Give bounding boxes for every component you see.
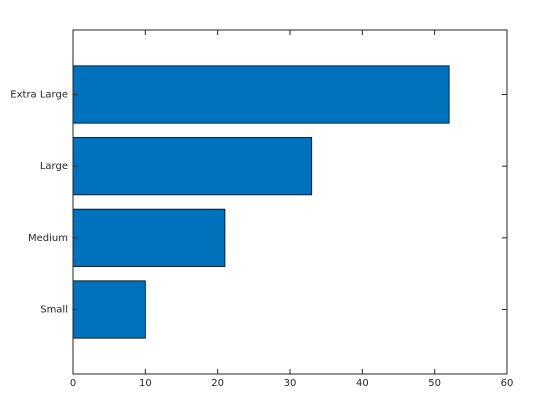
x-tick-label: 20 — [211, 378, 224, 389]
x-tick-label: 30 — [284, 378, 297, 389]
y-tick-label: Large — [40, 161, 68, 172]
y-tick-label: Small — [40, 305, 68, 316]
bar — [72, 208, 226, 267]
x-tick-label: 50 — [428, 378, 441, 389]
y-tick-label: Medium — [28, 233, 68, 244]
bar — [72, 65, 450, 124]
x-tick-label: 0 — [70, 378, 76, 389]
axes-box — [72, 29, 508, 375]
bar — [72, 280, 146, 339]
y-tick-label: Extra Large — [10, 90, 68, 101]
x-tick-label: 10 — [139, 378, 152, 389]
bar — [72, 137, 313, 196]
x-tick-label: 60 — [501, 378, 514, 389]
x-tick-label: 40 — [356, 378, 369, 389]
